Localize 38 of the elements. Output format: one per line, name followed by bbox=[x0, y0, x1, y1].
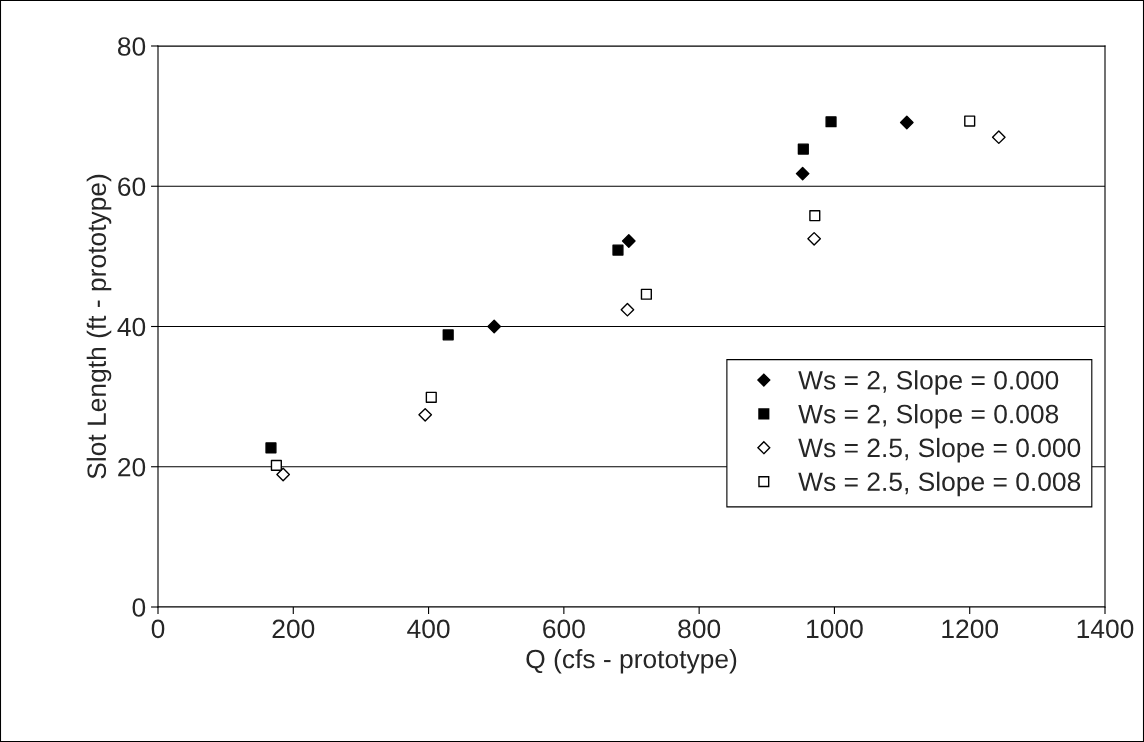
point bbox=[797, 143, 809, 155]
x-tick-label: 400 bbox=[407, 619, 450, 639]
y-axis-title: Slot Length (ft - prototype) bbox=[86, 174, 112, 479]
x-tick-label: 1000 bbox=[807, 619, 863, 639]
legend-label: Ws = 2.5, Slope = 0.000 bbox=[798, 437, 1081, 463]
x-tick-label: 0 bbox=[151, 619, 165, 639]
y-tick-label: 40 bbox=[117, 317, 146, 337]
point bbox=[809, 210, 821, 222]
point bbox=[276, 467, 291, 482]
point bbox=[425, 391, 437, 403]
y-tick-label: 60 bbox=[118, 177, 146, 197]
point bbox=[487, 319, 502, 334]
legend-label: Ws = 2, Slope = 0.008 bbox=[798, 404, 1059, 429]
point bbox=[964, 115, 976, 127]
x-tick-label: 1400 bbox=[1077, 619, 1134, 639]
point bbox=[270, 459, 282, 471]
x-tick-label: 200 bbox=[272, 619, 315, 639]
point bbox=[418, 407, 433, 422]
x-tick-label: 1200 bbox=[942, 619, 999, 639]
point bbox=[265, 442, 277, 454]
point bbox=[612, 244, 624, 256]
point bbox=[825, 116, 837, 128]
y-tick-label: 20 bbox=[118, 457, 146, 477]
point bbox=[991, 130, 1006, 145]
point bbox=[795, 166, 810, 181]
legend-label: Ws = 2, Slope = 0.000 bbox=[798, 370, 1059, 395]
point bbox=[442, 329, 454, 341]
x-axis-title: Q (cfs - prototype) bbox=[526, 648, 737, 674]
point bbox=[807, 231, 822, 246]
point bbox=[620, 302, 635, 317]
y-tick-label: 80 bbox=[117, 37, 146, 56]
x-tick-label: 800 bbox=[678, 619, 721, 639]
y-tick-label: 0 bbox=[132, 598, 146, 617]
x-tick-label: 600 bbox=[543, 619, 585, 639]
point bbox=[640, 288, 652, 300]
point bbox=[899, 115, 914, 130]
legend-label: Ws = 2.5, Slope = 0.008 bbox=[798, 471, 1081, 497]
point bbox=[621, 234, 636, 248]
